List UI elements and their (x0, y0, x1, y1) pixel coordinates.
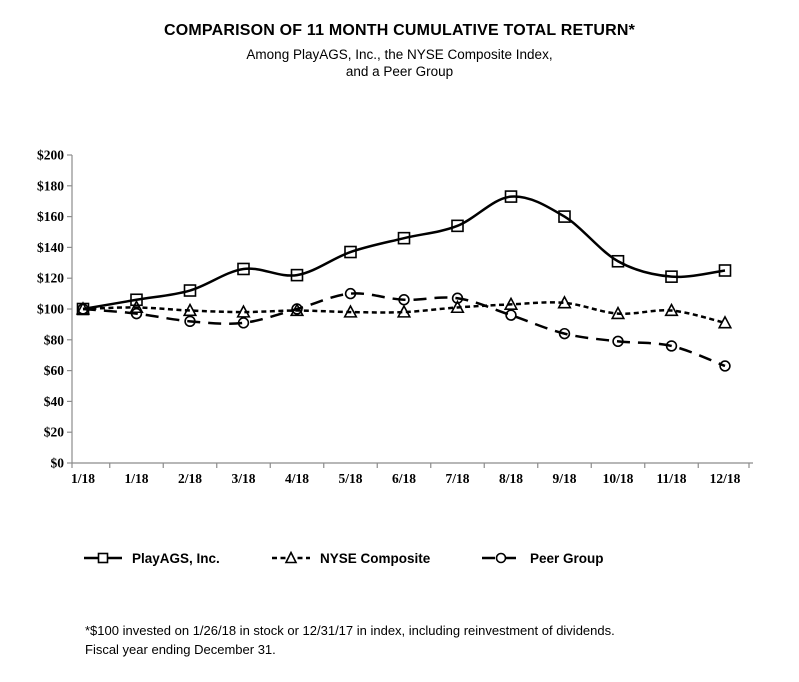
y-axis-tick-label: $60 (44, 363, 65, 378)
triangle-marker-icon (343, 304, 358, 318)
circle-marker-icon (398, 294, 410, 306)
triangle-marker-icon (503, 296, 519, 310)
triangle-marker-icon (396, 304, 412, 318)
circle-marker-icon (665, 340, 678, 352)
triangle-marker-icon (129, 299, 144, 314)
y-axis-tick-label: $20 (44, 425, 65, 440)
triangle-marker-icon (610, 305, 626, 320)
y-axis-tick-label: $180 (37, 178, 64, 193)
footnote-line2: Fiscal year ending December 31. (85, 641, 276, 657)
series-line-triangle (82, 301, 726, 325)
line-chart: $0 $20 $40 $60 $80 $100 $120 $140 $160 $180 $200 1/… (37, 148, 753, 486)
circle-marker-icon (612, 335, 624, 348)
square-marker-icon (183, 284, 197, 297)
square-marker-icon (665, 270, 678, 283)
square-marker-icon (397, 231, 411, 245)
x-axis-tick-label: 5/18 (338, 471, 362, 486)
circle-marker-icon (184, 315, 196, 328)
y-axis-tick-label: $0 (51, 456, 65, 471)
y-axis-tick-label: $120 (37, 271, 64, 286)
triangle-marker-icon (182, 302, 198, 317)
x-axis-tick-label: 4/18 (285, 471, 309, 486)
square-marker-icon (130, 293, 143, 307)
chart-footnote: *$100 invested on 1/26/18 in stock or 12… (85, 622, 615, 660)
legend-label-playags: PlayAGS, Inc. (132, 550, 220, 566)
y-axis-tick-label: $100 (37, 302, 64, 317)
y-axis-tick-label: $140 (37, 240, 64, 255)
footnote-line1: *$100 invested on 1/26/18 in stock or 12… (85, 623, 615, 638)
x-axis-tick-label: 11/18 (656, 471, 686, 486)
x-axis-tick-label: 2/18 (178, 471, 202, 486)
x-axis-tick-label: 3/18 (231, 471, 255, 486)
circle-marker-icon (719, 360, 731, 372)
x-axis-tick-label: 10/18 (603, 471, 634, 486)
circle-marker-icon (344, 287, 357, 300)
legend-label-nyse: NYSE Composite (320, 550, 431, 566)
chart-title: COMPARISON OF 11 MONTH CUMULATIVE TOTAL … (163, 22, 636, 39)
circle-marker-icon (291, 303, 303, 315)
legend-label-peer: Peer Group (530, 550, 604, 566)
circle-marker-icon (505, 309, 517, 321)
square-marker-icon (344, 245, 357, 259)
triangle-marker-line-icon (272, 550, 310, 564)
series-line-circle (82, 292, 726, 368)
square-marker-icon (451, 219, 464, 233)
legend-item-nyse: NYSE Composite (271, 548, 430, 568)
x-axis-tick-label: 6/18 (392, 471, 416, 486)
square-marker-icon (611, 254, 625, 268)
chart-legend: PlayAGS, Inc. NYSE Composite Peer Group (0, 548, 799, 572)
x-axis-tick-label: 1/18 (124, 471, 148, 486)
circle-marker-icon (77, 303, 89, 315)
x-axis-tick-label: 12/18 (710, 471, 741, 486)
legend-item-peer: Peer Group (481, 548, 604, 568)
square-marker-icon (504, 190, 518, 203)
triangle-marker-icon (664, 302, 679, 317)
square-marker-icon (558, 210, 571, 223)
x-axis-tick-label: 7/18 (445, 471, 469, 486)
circle-marker-line-icon (482, 552, 520, 564)
triangle-marker-icon (450, 299, 465, 314)
x-axis-tick-label: 1/18 (71, 471, 95, 486)
legend-item-playags: PlayAGS, Inc. (83, 548, 220, 568)
triangle-marker-icon (717, 315, 733, 329)
x-axis-tick-label: 8/18 (499, 471, 523, 486)
chart-subtitle-line1: Among PlayAGS, Inc., the NYSE Composite … (246, 47, 553, 62)
circle-marker-icon (130, 307, 143, 320)
y-axis-tick-label: $40 (44, 394, 65, 409)
y-axis-tick-label: $80 (44, 332, 65, 347)
square-marker-icon (237, 262, 250, 276)
series-line-square (82, 195, 726, 311)
circle-marker-icon (558, 327, 571, 340)
y-axis-tick-label: $200 (37, 148, 64, 163)
chart-subtitle-line2: and a Peer Group (345, 64, 454, 79)
triangle-marker-icon (557, 295, 572, 309)
square-marker-icon (718, 264, 732, 277)
x-axis-tick-label: 9/18 (552, 471, 576, 486)
square-marker-line-icon (84, 552, 122, 564)
circle-marker-icon (451, 292, 464, 304)
triangle-marker-icon (236, 304, 251, 318)
circle-marker-icon (237, 317, 250, 329)
square-marker-icon (290, 268, 304, 282)
y-axis-tick-label: $160 (37, 209, 64, 224)
